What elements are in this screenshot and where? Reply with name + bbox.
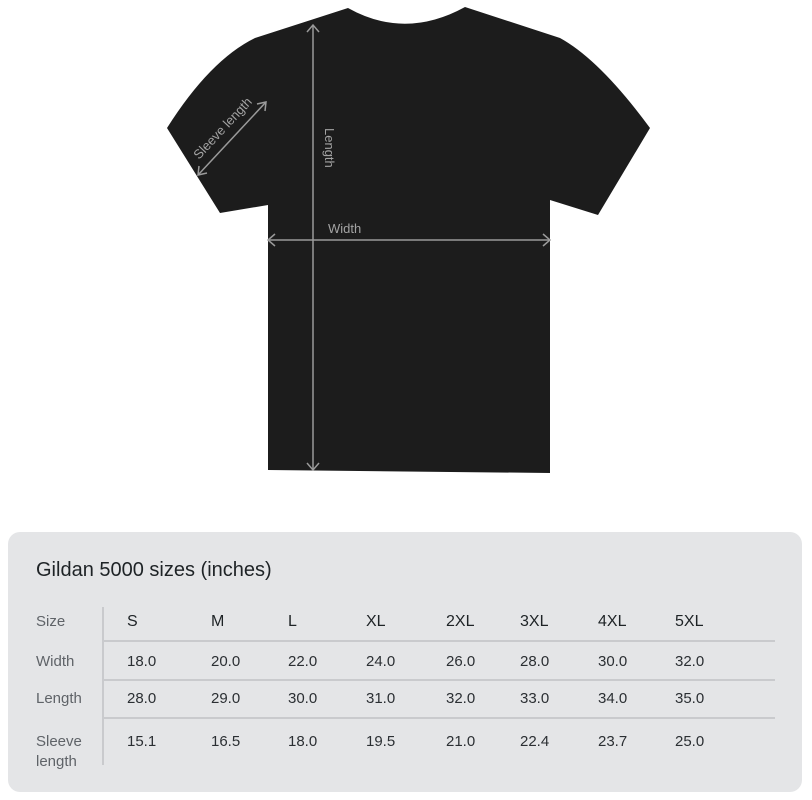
size-header-cell: 4XL: [598, 613, 627, 630]
size-header-cell: S: [127, 613, 138, 630]
size-header-cell: XL: [366, 613, 386, 630]
width-arrow-left: [266, 233, 276, 247]
length-cell: 28.0: [127, 690, 157, 707]
width-cell: 18.0: [127, 653, 157, 670]
sleeve-cell: 25.0: [675, 733, 705, 750]
length-cell: 30.0: [288, 690, 318, 707]
length-cell: 34.0: [598, 690, 628, 707]
size-chart-card: Gildan 5000 sizes (inches) Size Width Le…: [8, 532, 802, 792]
row-label-width: Width: [36, 653, 75, 670]
width-cell: 32.0: [675, 653, 705, 670]
tshirt-diagram: Sleeve length Length Width: [167, 7, 650, 473]
sleeve-measure-line: [197, 101, 267, 176]
size-header-cell: M: [211, 613, 225, 630]
sleeve-cell: 23.7: [598, 733, 628, 750]
width-cell: 22.0: [288, 653, 318, 670]
row-divider: [104, 717, 775, 719]
row-label-length: Length: [36, 690, 82, 707]
sleeve-arrow-top: [256, 101, 267, 112]
sleeve-cell: 21.0: [446, 733, 476, 750]
size-header-cell: 5XL: [675, 613, 704, 630]
size-chart-title: Gildan 5000 sizes (inches): [36, 559, 272, 581]
length-cell: 35.0: [675, 690, 705, 707]
length-label: Length: [322, 128, 337, 168]
length-arrow-top: [306, 23, 320, 33]
width-cell: 28.0: [520, 653, 550, 670]
width-cell: 26.0: [446, 653, 476, 670]
width-arrow-right: [542, 233, 552, 247]
row-label-sleeve-line2: length: [36, 753, 77, 770]
row-label-size: Size: [36, 613, 66, 630]
row-divider: [104, 640, 775, 642]
width-cell: 24.0: [366, 653, 396, 670]
length-cell: 33.0: [520, 690, 550, 707]
row-label-sleeve-line1: Sleeve: [36, 733, 82, 750]
sleeve-arrow-bottom: [197, 165, 208, 176]
length-cell: 31.0: [366, 690, 396, 707]
size-header-cell: L: [288, 613, 297, 630]
length-arrow-bottom: [306, 462, 320, 472]
size-header-cell: 3XL: [520, 613, 549, 630]
width-cell: 20.0: [211, 653, 241, 670]
sleeve-cell: 19.5: [366, 733, 396, 750]
length-cell: 29.0: [211, 690, 241, 707]
sleeve-cell: 16.5: [211, 733, 241, 750]
length-cell: 32.0: [446, 690, 476, 707]
sleeve-cell: 15.1: [127, 733, 157, 750]
column-divider: [102, 607, 104, 765]
size-header-cell: 2XL: [446, 613, 475, 630]
row-divider: [104, 679, 775, 681]
width-label: Width: [328, 221, 361, 236]
sleeve-cell: 18.0: [288, 733, 318, 750]
width-cell: 30.0: [598, 653, 628, 670]
row-label-sleeve: Sleeve length: [36, 732, 82, 772]
sleeve-cell: 22.4: [520, 733, 550, 750]
